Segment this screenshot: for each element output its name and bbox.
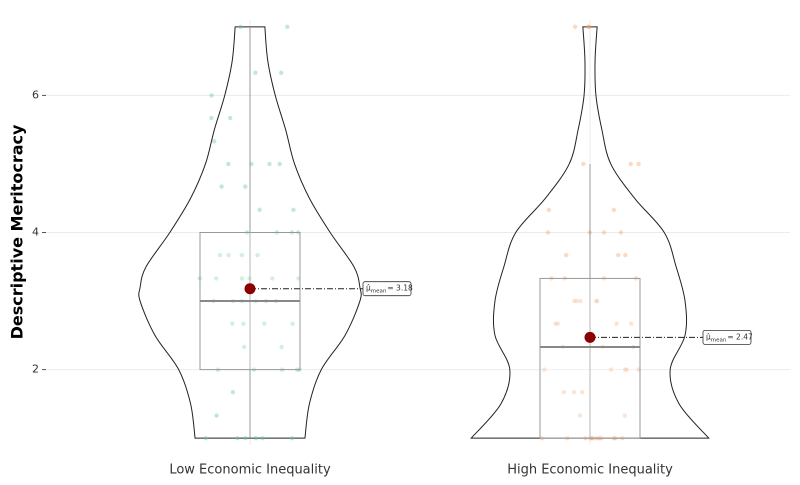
y-tick-label: 6 [32,88,39,101]
jitter-point [290,321,295,326]
y-tick-label: 2 [32,363,39,376]
jitter-point [561,390,566,395]
jitter-point [239,276,245,281]
jitter-point [209,115,214,121]
jitter-point [226,252,231,258]
jitter-point [238,24,243,30]
jitter-point [235,435,240,441]
jitter-point [564,252,569,258]
jitter-point [253,70,258,75]
jitter-point [636,161,641,167]
mean-point [584,331,596,343]
jitter-point [277,161,282,167]
jitter-point [581,161,586,167]
jitter-point [594,298,600,304]
mean-label: μ̂mean= 3.18 [366,284,413,295]
jitter-point [279,344,284,350]
mean-label-box [362,281,412,297]
jitter-point [571,390,577,395]
jitter-point [578,298,583,304]
mean-value-label: = 2.47 [727,332,753,341]
box [539,277,641,439]
jitter-point [278,70,284,75]
jitter-point [241,344,247,350]
jitter-point [622,367,628,372]
jitter-point [239,252,245,258]
y-axis-label: Descriptive Meritocracy [8,124,27,339]
jitter-point [217,252,223,258]
jitter-point [219,184,224,189]
jitter-point [230,321,235,326]
mean-subscript: mean [711,337,727,343]
jitter-point [267,161,272,167]
jitter-point [577,413,583,418]
jitter-point [601,230,607,235]
jitter-point [214,413,219,418]
jitter-point [624,367,629,372]
mean-subscript: mean [371,288,387,294]
jitter-point [614,321,619,326]
jitter-point [243,184,248,189]
jitter-point [574,298,579,304]
mean-point [244,283,256,295]
jitter-point [628,321,634,326]
jitter-point [253,435,259,441]
jitter-point [546,207,552,213]
jitter-point [230,390,236,395]
jitter-point [262,321,267,326]
x-tick-label: Low Economic Inequality [169,463,331,478]
mean-value-label: = 3.18 [387,284,413,293]
mean-symbol: μ̂ [366,284,371,293]
jitter-point [572,298,577,304]
jitter-point [580,390,585,395]
jitter-point [594,298,599,304]
jitter-point [585,24,591,30]
jitter-point [289,435,295,441]
jitter-point [255,252,260,258]
mean-label-box [702,329,752,345]
jitter-point [226,161,231,167]
jitter-point [586,24,592,30]
mean-symbol: μ̂ [706,332,711,341]
jitter-point [209,93,214,98]
jitter-point [203,435,208,441]
jitter-point [553,321,558,326]
jitter-point [572,24,578,30]
jitter-point [545,230,551,235]
jitter-point [260,435,265,441]
mean-label: μ̂mean= 2.47 [706,332,753,343]
jitter-point [212,139,217,144]
violin [138,26,362,439]
jitter-point [257,207,262,213]
jitter-point [285,24,290,30]
jitter-point [291,207,296,213]
jitter-point [616,252,621,258]
jitter-point [622,413,628,418]
jitter-point [555,321,560,326]
jitter-point [270,276,275,281]
violin [470,26,710,439]
jitter-point [213,276,219,281]
jitter-point [623,252,628,258]
jitter-point [243,435,248,441]
x-tick-label: High Economic Inequality [507,463,673,478]
jitter-point [241,321,246,326]
y-tick-label: 4 [32,226,39,239]
jitter-point [228,115,233,121]
jitter-point [628,161,633,167]
jitter-point [618,230,624,235]
jitter-point [611,207,617,213]
jitter-point [542,367,547,372]
jitter-point [608,367,614,372]
